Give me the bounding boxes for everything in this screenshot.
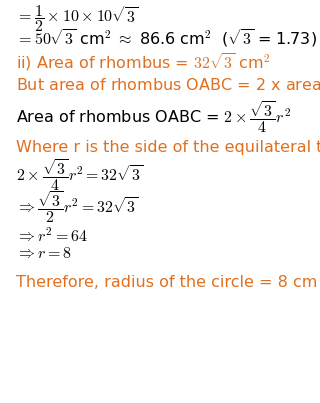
Text: $\Rightarrow r^{2} = 64$: $\Rightarrow r^{2} = 64$ bbox=[16, 226, 88, 245]
Text: Area of rhombus OABC = $2 \times \dfrac{\sqrt{3}}{4}r^{2}$: Area of rhombus OABC = $2 \times \dfrac{… bbox=[16, 99, 291, 135]
Text: $\Rightarrow r = 8$: $\Rightarrow r = 8$ bbox=[16, 246, 72, 262]
Text: Where r is the side of the equilateral triangle OAB.: Where r is the side of the equilateral t… bbox=[16, 139, 320, 155]
Text: $\Rightarrow \dfrac{\sqrt{3}}{2}r^{2} = 32\sqrt{3}$: $\Rightarrow \dfrac{\sqrt{3}}{2}r^{2} = … bbox=[16, 189, 139, 225]
Text: $= 50\sqrt{3}$ cm$^{2}$ $\approx$ 86.6 cm$^{2}$  ($\sqrt{3}$ = 1.73): $= 50\sqrt{3}$ cm$^{2}$ $\approx$ 86.6 c… bbox=[16, 27, 317, 49]
Text: But area of rhombus OABC = 2 x area of  $\Delta$OAB: But area of rhombus OABC = 2 x area of $… bbox=[16, 77, 320, 93]
Text: $2 \times \dfrac{\sqrt{3}}{4}r^{2} = 32\sqrt{3}$: $2 \times \dfrac{\sqrt{3}}{4}r^{2} = 32\… bbox=[16, 157, 143, 193]
Text: ii) Area of rhombus = $32\sqrt{3}$ cm$^{2}$: ii) Area of rhombus = $32\sqrt{3}$ cm$^{… bbox=[16, 52, 271, 73]
Text: Therefore, radius of the circle = 8 cm: Therefore, radius of the circle = 8 cm bbox=[16, 275, 317, 291]
Text: $= \dfrac{1}{2} \times 10 \times 10\sqrt{3}$: $= \dfrac{1}{2} \times 10 \times 10\sqrt… bbox=[16, 3, 138, 33]
